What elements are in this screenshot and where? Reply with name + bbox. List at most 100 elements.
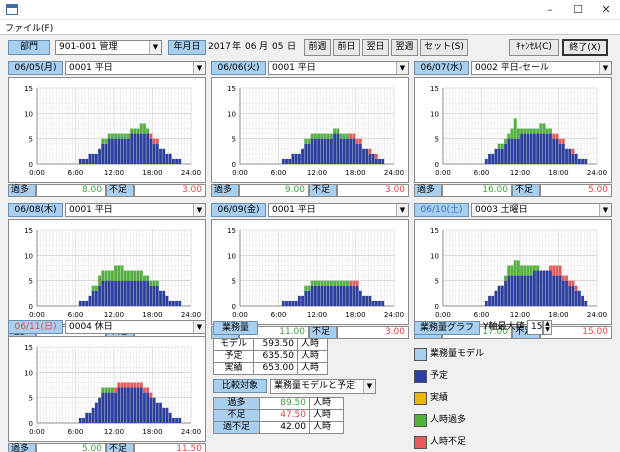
bar-over (130, 270, 134, 281)
x-tick-label: 18:00 (548, 169, 568, 177)
bar-planned (110, 392, 114, 423)
bar-planned (313, 138, 317, 164)
day-chart: 15 10 5 0 0:00 6:00 12:00 18:00 24:00 (8, 77, 206, 183)
day-pattern-value: 0001 平日 (272, 205, 316, 215)
dept-select[interactable]: 901-001 管理 ▼ (55, 40, 162, 55)
bar-planned (104, 392, 108, 423)
bar-planned (488, 295, 491, 306)
bar-planned (88, 412, 92, 423)
bar-over (323, 280, 327, 286)
bar-planned (281, 300, 285, 306)
y-tick-label: 15 (24, 344, 33, 352)
set-button[interactable]: セット(S) (420, 39, 468, 56)
bar-planned (581, 295, 584, 306)
bar-over (136, 128, 140, 134)
compare-select[interactable]: 業務量モデルと予定 ▼ (270, 379, 376, 394)
bar-over (317, 280, 321, 286)
bar-over (320, 280, 324, 286)
over-label: 過多 (8, 184, 36, 197)
year-field[interactable]: 2017 (208, 42, 231, 52)
day-chart: 15 10 5 0 0:00 6:00 12:00 18:00 24:00 (8, 219, 206, 325)
y-tick-label: 15 (227, 85, 236, 93)
bar-planned (110, 138, 114, 164)
next-day-button[interactable]: 翌日 (362, 39, 389, 56)
day-pattern-select[interactable]: 0003 土曜日 ▼ (471, 203, 612, 217)
bar-planned (536, 270, 540, 306)
chevron-down-icon[interactable]: ▼ (599, 204, 611, 216)
cancel-button[interactable]: ｷｬﾝｾﾙ(C) (509, 39, 559, 56)
day-header: 06/07(水) 0002 平日-セール ▼ (414, 61, 612, 75)
bar-planned (368, 153, 372, 164)
bar-planned (568, 148, 572, 164)
bar-planned (130, 133, 134, 164)
chevron-down-icon[interactable]: ▼ (363, 380, 375, 393)
bar-planned (101, 280, 105, 306)
chevron-down-icon[interactable]: ▼ (396, 62, 408, 74)
day-header: 06/08(木) 0001 平日 ▼ (8, 203, 206, 217)
bar-planned (565, 280, 568, 306)
bar-planned (130, 387, 134, 423)
chevron-down-icon[interactable]: ▼ (193, 62, 205, 74)
bar-planned (491, 153, 495, 164)
bar-short (568, 280, 572, 286)
chevron-down-icon[interactable]: ▼ (396, 204, 408, 216)
bar-planned (349, 138, 353, 164)
y-tick-label: 5 (435, 136, 439, 144)
month-field[interactable]: 06 (245, 42, 257, 52)
day-pattern-select[interactable]: 0002 平日-セール ▼ (471, 61, 612, 75)
prev-week-button[interactable]: 前週 (304, 39, 331, 56)
chevron-down-icon[interactable]: ▼ (193, 321, 205, 333)
bar-planned (152, 285, 156, 306)
bar-planned (577, 158, 581, 164)
day-pattern-select[interactable]: 0001 平日 ▼ (268, 203, 409, 217)
date-label: 年月日 (168, 40, 206, 55)
ymax-input[interactable]: 15 (527, 320, 543, 335)
x-tick-label: 6:00 (271, 311, 287, 319)
bar-over (513, 118, 517, 139)
chevron-down-icon[interactable]: ▼ (149, 41, 161, 54)
bar-over (536, 265, 540, 271)
workload-row-unit: 人時 (297, 362, 328, 375)
menu-file[interactable]: ファイル(F) (5, 24, 54, 34)
bar-planned (285, 300, 288, 306)
year-unit: 年 (232, 42, 242, 52)
bar-planned (510, 275, 514, 306)
y-tick-label: 15 (227, 227, 236, 235)
bar-planned (520, 275, 524, 306)
bar-over (549, 128, 552, 134)
next-week-button[interactable]: 翌週 (391, 39, 418, 56)
bar-planned (178, 158, 182, 164)
bar-planned (178, 300, 182, 306)
bar-planned (162, 148, 166, 164)
bar-over (136, 270, 140, 281)
day-pattern-select[interactable]: 0001 平日 ▼ (65, 203, 206, 217)
bar-planned (285, 158, 288, 164)
exit-button[interactable]: 終了(X) (562, 39, 608, 56)
bar-planned (82, 417, 85, 423)
day-pattern-select[interactable]: 0001 平日 ▼ (268, 61, 409, 75)
bar-planned (297, 153, 301, 164)
bar-short (349, 280, 353, 286)
bar-planned (291, 300, 295, 306)
maximize-button[interactable]: ☐ (573, 3, 583, 16)
bar-short (571, 148, 575, 154)
bar-planned (297, 295, 301, 306)
bar-over (101, 270, 105, 281)
chevron-down-icon[interactable]: ▼ (193, 204, 205, 216)
legend-label: 人時不足 (430, 437, 467, 447)
chevron-down-icon[interactable]: ▼ (599, 62, 611, 74)
minimize-button[interactable]: – (547, 3, 553, 16)
bar-short (565, 275, 568, 281)
bar-over (120, 265, 124, 281)
ymax-spinner[interactable]: ▲ ▼ (543, 320, 552, 335)
workload-row-unit: 人時 (297, 338, 328, 351)
x-tick-label: 0:00 (29, 169, 45, 177)
x-tick-label: 6:00 (271, 169, 287, 177)
prev-day-button[interactable]: 前日 (333, 39, 360, 56)
day-pattern-select[interactable]: 0004 休日 ▼ (65, 320, 206, 334)
close-window-button[interactable]: ✕ (601, 3, 611, 16)
day-pattern-select[interactable]: 0001 平日 ▼ (65, 61, 206, 75)
day-field[interactable]: 05 (272, 42, 284, 52)
month-unit: 月 (259, 42, 269, 52)
bar-short (130, 382, 134, 388)
